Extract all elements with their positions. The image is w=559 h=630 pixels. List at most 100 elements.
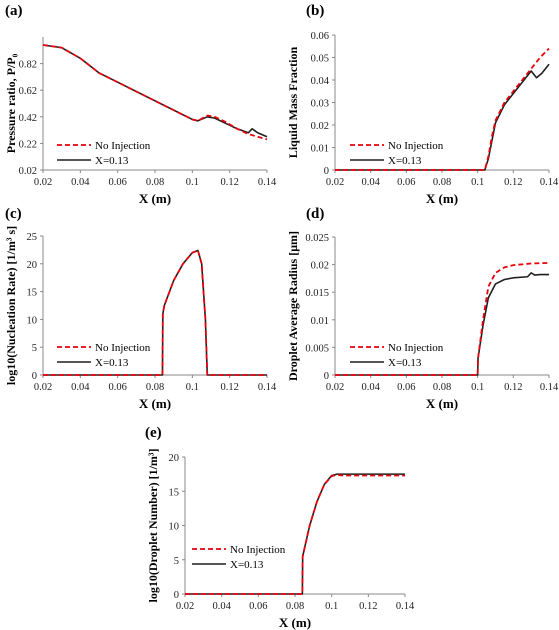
x-tick-label: 0.08 xyxy=(433,177,451,188)
y-tick-label: 0.02 xyxy=(311,261,329,272)
y-tick-label: 0 xyxy=(174,590,179,601)
legend-label: X=0.13 xyxy=(230,559,264,571)
panel-label: (b) xyxy=(306,3,324,19)
series-line-x013 xyxy=(335,272,549,376)
y-tick-label: 15 xyxy=(169,487,180,498)
y-tick-label: 10 xyxy=(169,522,180,533)
x-tick-label: 0.08 xyxy=(146,382,164,393)
x-axis-title: X (m) xyxy=(139,396,171,411)
x-tick-label: 0.04 xyxy=(71,382,90,393)
x-tick-label: 0.1 xyxy=(325,601,338,612)
x-axis-title: X (m) xyxy=(426,396,458,411)
x-tick-label: 0.06 xyxy=(249,601,267,612)
x-axis-title: X (m) xyxy=(426,191,458,206)
x-tick-label: 0.14 xyxy=(540,382,559,393)
x-tick-label: 0.1 xyxy=(471,382,484,393)
series-line-x013 xyxy=(185,473,405,595)
x-tick-label: 0.08 xyxy=(146,177,164,188)
series-line-no-injection xyxy=(42,44,268,141)
x-tick-label: 0.04 xyxy=(71,177,90,188)
y-tick-label: 0.01 xyxy=(311,144,329,155)
x-axis-title: X (m) xyxy=(139,191,171,206)
x-tick-label: 0.06 xyxy=(108,177,126,188)
panel-label: (d) xyxy=(306,206,324,222)
panel-label: (e) xyxy=(145,425,162,441)
x-tick-label: 0.1 xyxy=(471,177,484,188)
y-tick-label: 0.01 xyxy=(311,316,329,327)
chart-panel-e: (e) 0.02 0.04 0.06 0.08 0.1 0.12 0.14 0 5 10 15 20 X … xyxy=(145,425,415,630)
legend-label: No Injection xyxy=(388,342,444,354)
series-line-x013 xyxy=(43,249,267,376)
y-tick-label: 0.02 xyxy=(19,166,37,177)
legend-label: X=0.13 xyxy=(95,155,129,167)
series-line-x013 xyxy=(42,44,268,138)
series-line-no-injection xyxy=(335,262,550,376)
y-tick-label: 0.02 xyxy=(311,121,329,132)
y-tick-label: 0.22 xyxy=(19,139,37,150)
x-tick-label: 0.1 xyxy=(186,382,199,393)
series-line-no-injection xyxy=(335,47,550,171)
y-axis-title: Liquid Mass Fraction xyxy=(286,47,300,159)
y-axis-title: Droplet Average Radius [μm] xyxy=(286,231,300,381)
y-tick-label: 0.005 xyxy=(305,343,329,354)
series-line-x013 xyxy=(335,63,550,171)
y-tick-label: 20 xyxy=(169,453,180,464)
y-tick-label: 0.62 xyxy=(19,86,37,97)
y-tick-label: 0 xyxy=(32,371,37,382)
y-tick-label: 0.82 xyxy=(19,60,37,71)
x-tick-label: 0.02 xyxy=(326,382,344,393)
x-tick-label: 0.04 xyxy=(361,382,380,393)
legend-label: No Injection xyxy=(230,544,286,556)
y-axis-title: log10(Nucleation Rate) [1/m³ s] xyxy=(4,226,18,385)
x-tick-label: 0.02 xyxy=(326,177,344,188)
y-tick-label: 0.06 xyxy=(311,31,329,42)
legend-label: No Injection xyxy=(95,140,151,152)
chart-panel-a: (a) 0.02 0.04 0.06 0.08 0.1 0.12 0.14 0.02 0.22 0.… xyxy=(4,3,277,206)
series-line-no-injection xyxy=(43,249,267,376)
x-tick-label: 0.08 xyxy=(433,382,451,393)
legend-label: No Injection xyxy=(95,342,151,354)
x-tick-label: 0.14 xyxy=(396,601,415,612)
x-axis-title: X (m) xyxy=(279,615,311,630)
x-tick-label: 0.06 xyxy=(397,382,415,393)
x-tick-label: 0.04 xyxy=(361,177,380,188)
x-tick-label: 0.08 xyxy=(286,601,304,612)
y-axis-title: Pressure ratio, P/P₀ xyxy=(4,53,18,153)
x-tick-label: 0.06 xyxy=(397,177,415,188)
x-tick-label: 0.12 xyxy=(504,382,522,393)
y-tick-label: 0.04 xyxy=(311,76,330,87)
panel-label: (c) xyxy=(5,206,22,222)
chart-panel-d: (d) 0.02 0.04 0.06 0.08 0.1 0.12 0.14 0 0.005 0.01… xyxy=(286,206,559,411)
legend-label: X=0.13 xyxy=(388,357,422,369)
x-tick-label: 0.14 xyxy=(258,382,277,393)
x-tick-label: 0.12 xyxy=(504,177,522,188)
x-tick-label: 0.02 xyxy=(34,177,52,188)
y-tick-label: 0.025 xyxy=(305,233,329,244)
x-tick-label: 0.14 xyxy=(258,177,277,188)
x-tick-label: 0.02 xyxy=(34,382,52,393)
y-tick-label: 15 xyxy=(27,288,38,299)
y-tick-label: 0.015 xyxy=(305,288,329,299)
y-tick-label: 20 xyxy=(27,260,38,271)
y-axis-title: log10(Droplet Number) [1/m³] xyxy=(146,448,160,602)
y-tick-label: 25 xyxy=(27,232,38,243)
x-tick-label: 0.12 xyxy=(359,601,377,612)
y-tick-label: 0.05 xyxy=(311,54,329,65)
y-tick-label: 0 xyxy=(324,166,329,177)
legend-label: No Injection xyxy=(388,140,444,152)
y-tick-label: 0 xyxy=(324,371,329,382)
series-line-no-injection xyxy=(185,473,405,595)
panel-label: (a) xyxy=(5,3,23,19)
x-tick-label: 0.04 xyxy=(212,601,231,612)
legend-label: X=0.13 xyxy=(95,357,129,369)
y-tick-label: 10 xyxy=(27,315,38,326)
x-tick-label: 0.14 xyxy=(540,177,559,188)
x-tick-label: 0.12 xyxy=(220,382,238,393)
y-tick-label: 5 xyxy=(32,343,37,354)
x-tick-label: 0.06 xyxy=(108,382,126,393)
y-tick-label: 5 xyxy=(174,556,179,567)
y-tick-label: 0.42 xyxy=(19,113,37,124)
chart-panel-b: (b) 0.02 0.04 0.06 0.08 0.1 0.12 0.14 0 0.01 0.02 0… xyxy=(286,3,559,206)
y-tick-label: 0.03 xyxy=(311,99,329,110)
